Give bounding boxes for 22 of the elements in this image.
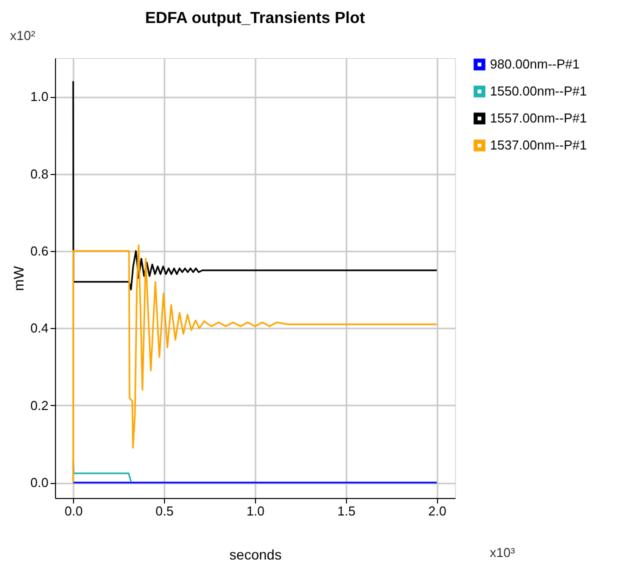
- y-tick-label: 0.8: [30, 166, 48, 182]
- x-tick-label: 0.5: [156, 504, 174, 518]
- chart-title: EDFA output_Transients Plot: [145, 10, 366, 27]
- text: x10³: [490, 545, 516, 560]
- legend-label: 1537.00nm--P#1: [490, 138, 587, 152]
- legend-label: 1550.00nm--P#1: [490, 84, 587, 98]
- y-tick-label: 1.0: [30, 89, 48, 104]
- y-tick-label: 0.4: [30, 320, 48, 336]
- y-tick-label: 0.0: [30, 475, 48, 490]
- x-tick-label: 0.0: [64, 504, 83, 518]
- legend-label: 1557.00nm--P#1: [490, 110, 587, 126]
- text: x10²: [10, 28, 36, 43]
- line-series: [72, 80, 438, 290]
- line-series: [72, 244, 438, 484]
- legend-label: 980.00nm--P#1: [490, 56, 580, 72]
- x-tick-label: 1.5: [337, 504, 356, 518]
- y-tick-label: 0.2: [30, 398, 48, 413]
- y-tick-label: 0.6: [30, 243, 48, 258]
- y-axis-title: mW: [10, 265, 26, 291]
- x-tick-label: 1.0: [246, 504, 265, 518]
- x-tick-label: 2.0: [428, 504, 446, 518]
- x-axis-title: seconds: [229, 546, 282, 562]
